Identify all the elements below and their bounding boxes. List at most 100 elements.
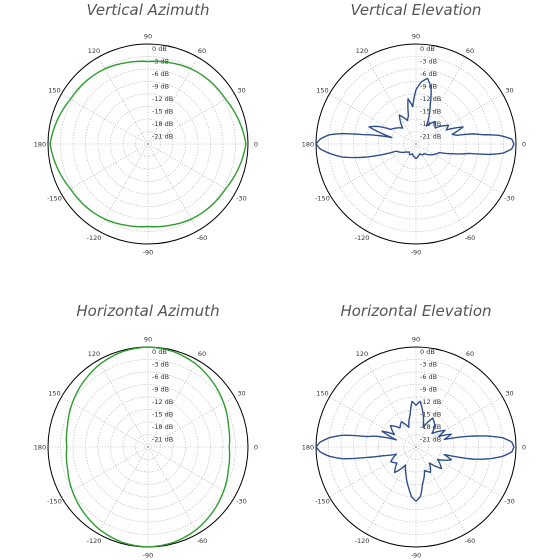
angle-tick-label: -90 [411,249,422,257]
radial-tick-label: -15 dB [420,411,441,419]
grid-spoke [97,360,149,448]
grid-ring [340,371,492,523]
grid-ring [340,68,492,220]
grid-ring [97,93,199,195]
grid-ring [72,371,224,523]
panel-vertical-elevation: Vertical Elevation 90 60 30 0 -30 -60 -90 -120 -… [302,1,526,257]
radial-tick-label: -18 dB [152,423,173,431]
angle-tick-label: -30 [504,195,515,203]
angle-tick-label: 180 [34,141,46,149]
angle-tick-label: 90 [412,33,420,41]
angle-tick-label: -30 [236,195,247,203]
grid-ring [403,434,429,460]
grid-spoke [415,143,467,231]
radial-tick-label: -3 dB [152,361,169,369]
grid-spoke [147,143,199,231]
angle-tick-label: -90 [411,552,422,560]
radial-tick-label: -9 dB [420,83,437,91]
polar-plot-vertical-elevation: 90 60 30 0 -30 -60 -90 -120 -150 180 150 120 0 dB -3 … [302,33,526,257]
angle-tick-label: 90 [412,336,420,344]
radial-tick-label: 0 dB [152,45,167,53]
angle-tick-label: -60 [197,537,208,545]
panel-horizontal-elevation: Horizontal Elevation 90 60 30 0 -30 -60 -90 -12… [302,302,526,560]
angle-tick-label: 120 [88,47,100,55]
angle-tick-label: 180 [302,444,314,452]
angle-tick-label: -30 [236,498,247,506]
radial-tick-label: -21 dB [420,436,441,444]
radial-tick-label: -21 dB [152,436,173,444]
radial-tick-label: -18 dB [152,120,173,128]
angle-tick-label: 120 [356,47,368,55]
angle-tick-label: 0 [522,141,526,149]
radial-tick-label: -6 dB [420,70,437,78]
radiation-pattern-series [49,60,247,228]
polar-plot-horizontal-azimuth: 90 60 30 0 -30 -60 -90 -120 -150 180 150 120 0 dB -3 … [34,336,258,560]
grid-spoke [147,446,199,534]
angle-tick-label: -90 [143,249,154,257]
angle-tick-label: -30 [504,498,515,506]
angle-tick-label: -120 [87,537,102,545]
angle-tick-label: 90 [144,336,152,344]
angle-tick-label: 0 [254,444,258,452]
angle-tick-label: -150 [47,498,62,506]
grid-spoke [329,446,417,498]
outer-ring [47,43,249,245]
radial-tick-label: 0 dB [420,348,435,356]
radial-tick-label: -12 dB [420,398,441,406]
panel-horizontal-azimuth: Horizontal Azimuth 90 60 30 0 -30 -60 -90 -120 -… [34,302,258,560]
radiation-pattern-series [315,77,515,160]
grid-ring [390,421,442,473]
radial-tick-label: -21 dB [152,133,173,141]
panel-vertical-azimuth: Vertical Azimuth 90 60 30 0 -30 -60 -90 -120 -15… [34,1,258,257]
angle-tick-label: -120 [355,537,370,545]
angle-tick-label: 30 [237,87,245,95]
radial-tick-label: -15 dB [420,108,441,116]
angle-tick-label: -60 [465,537,476,545]
radial-tick-label: -15 dB [152,411,173,419]
radial-tick-label: -12 dB [152,398,173,406]
radial-tick-label: -6 dB [152,373,169,381]
radial-tick-label: 0 dB [152,348,167,356]
grid-ring [72,68,224,220]
radial-tick-label: -9 dB [152,83,169,91]
radial-tick-label: 0 dB [420,45,435,53]
radial-tick-label: -3 dB [420,58,437,66]
grid-ring [135,434,161,460]
radial-tick-label: -21 dB [420,133,441,141]
grid-spoke [97,57,149,145]
angle-tick-label: -150 [47,195,62,203]
polar-plot-horizontal-elevation: 90 60 30 0 -30 -60 -90 -120 -150 180 150 120 0 dB -3 … [302,336,526,560]
radiation-pattern-series [65,346,231,548]
grid-ring [365,93,467,195]
angle-tick-label: 150 [316,87,328,95]
angle-tick-label: 30 [505,390,513,398]
chart-title: Horizontal Elevation [340,302,491,320]
chart-title: Vertical Azimuth [86,1,209,19]
angle-tick-label: 60 [198,350,206,358]
chart-title: Vertical Elevation [351,1,482,19]
grid-ring [390,118,442,170]
radial-tick-label: -6 dB [152,70,169,78]
angle-tick-label: 30 [237,390,245,398]
angle-tick-label: 0 [254,141,258,149]
radial-tick-label: -3 dB [420,361,437,369]
radial-tick-label: -9 dB [152,386,169,394]
grid-spoke [329,143,417,195]
angle-tick-label: -90 [143,552,154,560]
grid-spoke [61,446,149,498]
angle-tick-label: 0 [522,444,526,452]
angle-tick-label: 90 [144,33,152,41]
radial-tick-label: -18 dB [420,423,441,431]
angle-tick-label: 120 [356,350,368,358]
angle-tick-label: 180 [302,141,314,149]
angle-tick-label: 60 [198,47,206,55]
radial-tick-label: -9 dB [420,386,437,394]
radial-tick-label: -12 dB [152,95,173,103]
angle-tick-label: -150 [315,498,330,506]
grid-ring [135,131,161,157]
grid-ring [122,421,174,473]
grid-ring [122,118,174,170]
angle-tick-label: 150 [316,390,328,398]
